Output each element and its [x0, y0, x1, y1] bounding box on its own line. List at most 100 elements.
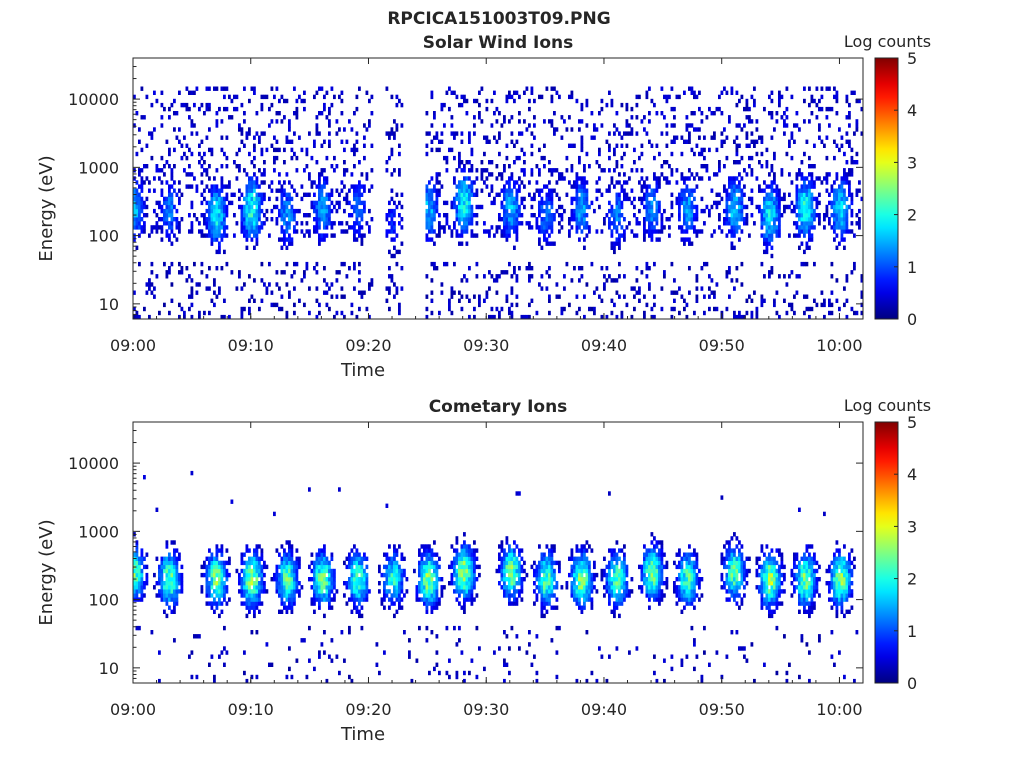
heatmap-cell	[425, 548, 429, 553]
heatmap-cell	[360, 237, 364, 242]
heatmap-cell	[575, 200, 579, 206]
heatmap-cell	[530, 90, 534, 95]
heatmap-cell	[248, 609, 251, 614]
heatmap-cell	[740, 282, 744, 287]
heatmap-cell	[245, 135, 249, 140]
heatmap-cell	[325, 192, 329, 197]
heatmap-cell	[468, 168, 471, 173]
heatmap-cell	[745, 115, 749, 120]
heatmap-cell	[190, 123, 194, 128]
heatmap-cell	[538, 241, 541, 246]
heatmap-cell	[288, 208, 291, 214]
heatmap-cell	[205, 221, 209, 226]
heatmap-cell	[133, 196, 136, 202]
heatmap-cell	[503, 229, 506, 234]
heatmap-cell	[173, 581, 176, 586]
heatmap-cell	[465, 572, 469, 578]
heatmap-cell	[445, 200, 449, 206]
heatmap-cell	[745, 106, 749, 112]
heatmap-cell	[695, 172, 699, 177]
heatmap-cell	[358, 196, 361, 202]
heatmap-cell	[765, 200, 769, 206]
heatmap-cell	[580, 208, 584, 214]
heatmap-cell	[245, 601, 249, 606]
heatmap-cell	[740, 94, 744, 100]
heatmap-cell	[465, 589, 469, 594]
heatmap-cell	[428, 577, 431, 582]
heatmap-cell	[465, 184, 469, 189]
heatmap-cell	[220, 650, 224, 655]
heatmap-cell	[753, 221, 756, 226]
heatmap-cell	[655, 143, 659, 148]
heatmap-cell	[318, 589, 321, 594]
heatmap-cell	[365, 585, 369, 590]
heatmap-cell	[428, 180, 431, 185]
heatmap-cell	[835, 213, 839, 218]
heatmap-cell	[350, 589, 354, 594]
heatmap-cell	[145, 290, 149, 295]
heatmap-cell	[135, 568, 139, 574]
heatmap-cell	[840, 225, 844, 230]
heatmap-cell	[253, 180, 256, 185]
heatmap-cell	[160, 568, 164, 574]
heatmap-cell	[808, 86, 811, 91]
heatmap-cell	[530, 298, 534, 303]
heatmap-cell	[350, 577, 354, 582]
heatmap-cell	[168, 577, 171, 582]
heatmap-cell	[243, 581, 246, 586]
heatmap-cell	[340, 188, 344, 193]
heatmap-cell	[460, 581, 464, 586]
heatmap-cell	[833, 217, 836, 222]
heatmap-cell	[583, 196, 586, 202]
heatmap-cell	[845, 176, 849, 181]
heatmap-cell	[288, 568, 291, 574]
heatmap-cell	[253, 155, 256, 161]
heatmap-cell	[258, 560, 261, 566]
heatmap-cell	[308, 229, 311, 234]
heatmap-cell	[333, 233, 336, 238]
heatmap-cell	[608, 90, 611, 95]
heatmap-cell	[800, 229, 804, 234]
heatmap-cell	[150, 155, 154, 161]
heatmap-cell	[453, 155, 456, 161]
heatmap-cell	[220, 200, 224, 206]
heatmap-cell	[773, 155, 776, 161]
heatmap-cell	[153, 208, 156, 214]
heatmap-cell	[158, 310, 161, 316]
heatmap-cell	[518, 119, 521, 124]
heatmap-cell	[858, 180, 861, 185]
heatmap-cell	[453, 589, 456, 594]
heatmap-cell	[475, 233, 479, 238]
heatmap-cell	[228, 314, 231, 319]
heatmap-cell	[393, 560, 396, 566]
heatmap-cell	[208, 233, 211, 238]
heatmap-cell	[370, 94, 374, 100]
heatmap-cell	[745, 172, 749, 177]
heatmap-cell	[803, 86, 806, 91]
heatmap-cell	[548, 298, 551, 303]
heatmap-cell	[295, 111, 299, 116]
heatmap-cell	[515, 213, 519, 218]
heatmap-cell	[610, 102, 614, 108]
heatmap-cell	[768, 233, 771, 238]
heatmap-cell	[270, 188, 274, 193]
heatmap-cell	[175, 585, 179, 590]
heatmap-cell	[548, 200, 551, 206]
heatmap-cell	[740, 176, 744, 181]
heatmap-cell	[183, 168, 186, 173]
heatmap-cell	[485, 106, 489, 112]
heatmap-cell	[798, 233, 801, 238]
heatmap-cell	[318, 560, 321, 566]
heatmap-cell	[323, 200, 326, 206]
heatmap-cell	[318, 302, 321, 308]
heatmap-cell	[855, 127, 859, 132]
heatmap-cell	[460, 585, 464, 590]
heatmap-cell	[218, 241, 221, 246]
heatmap-cell	[350, 581, 354, 586]
heatmap-cell	[835, 200, 839, 206]
heatmap-cell	[295, 577, 299, 582]
heatmap-cell	[398, 597, 401, 602]
heatmap-cell	[165, 613, 169, 619]
heatmap-cell	[728, 229, 731, 234]
heatmap-cell	[683, 192, 686, 197]
